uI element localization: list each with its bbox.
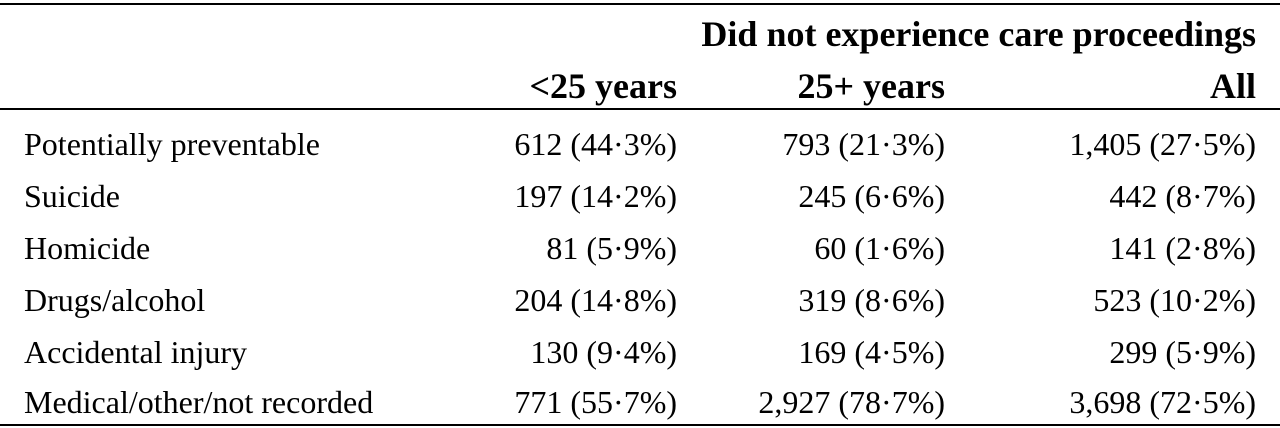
cell-all: 442 (8·7%) [1109, 178, 1256, 214]
table-row: Potentially preventable 612 (44·3%) 793 … [0, 118, 1280, 170]
cell-under-25: 197 (14·2%) [514, 178, 677, 214]
column-header-under-25: <25 years [529, 66, 677, 106]
table-row: Drugs/alcohol 204 (14·8%) 319 (8·6%) 523… [0, 274, 1280, 326]
cell-25-plus: 169 (4·5%) [798, 334, 945, 370]
table-row: Medical/other/not recorded 771 (55·7%) 2… [0, 376, 1280, 428]
cell-all: 1,405 (27·5%) [1069, 126, 1256, 162]
top-rule [0, 3, 1280, 5]
table-row: Accidental injury 130 (9·4%) 169 (4·5%) … [0, 326, 1280, 378]
row-label: Suicide [24, 178, 120, 214]
row-label: Potentially preventable [24, 126, 320, 162]
cell-all: 523 (10·2%) [1093, 282, 1256, 318]
cell-under-25: 771 (55·7%) [514, 384, 677, 420]
row-label: Accidental injury [24, 334, 248, 370]
column-header-25-plus: 25+ years [797, 66, 945, 106]
cell-under-25: 612 (44·3%) [514, 126, 677, 162]
column-header-all: All [1209, 66, 1256, 106]
row-label: Medical/other/not recorded [24, 384, 374, 420]
cell-under-25: 81 (5·9%) [546, 230, 677, 266]
table-row: Suicide 197 (14·2%) 245 (6·6%) 442 (8·7%… [0, 170, 1280, 222]
cell-all: 299 (5·9%) [1109, 334, 1256, 370]
group-header: Did not experience care proceedings [701, 14, 1256, 54]
cell-25-plus: 2,927 (78·7%) [758, 384, 945, 420]
cell-all: 3,698 (72·5%) [1069, 384, 1256, 420]
cell-25-plus: 245 (6·6%) [798, 178, 945, 214]
cell-under-25: 204 (14·8%) [514, 282, 677, 318]
row-label: Drugs/alcohol [24, 282, 206, 318]
cell-25-plus: 793 (21·3%) [782, 126, 945, 162]
table-row: Homicide 81 (5·9%) 60 (1·6%) 141 (2·8%) [0, 222, 1280, 274]
cell-25-plus: 319 (8·6%) [798, 282, 945, 318]
header-rule [0, 108, 1280, 110]
bottom-rule [0, 424, 1280, 426]
cell-under-25: 130 (9·4%) [530, 334, 677, 370]
row-label: Homicide [24, 230, 151, 266]
cell-25-plus: 60 (1·6%) [814, 230, 945, 266]
cell-all: 141 (2·8%) [1109, 230, 1256, 266]
